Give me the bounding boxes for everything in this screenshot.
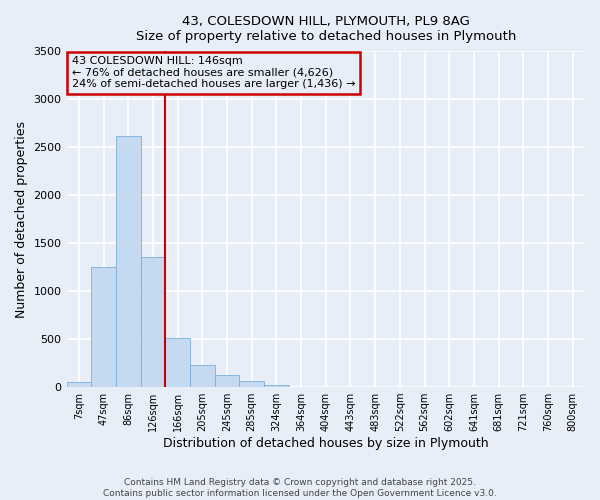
Bar: [91, 267, 116, 387]
Y-axis label: Number of detached properties: Number of detached properties: [15, 120, 28, 318]
Bar: [140, 258, 165, 387]
Text: Contains HM Land Registry data © Crown copyright and database right 2025.
Contai: Contains HM Land Registry data © Crown c…: [103, 478, 497, 498]
Bar: [67, 382, 91, 387]
Bar: [264, 384, 289, 387]
X-axis label: Distribution of detached houses by size in Plymouth: Distribution of detached houses by size …: [163, 437, 488, 450]
Text: 43 COLESDOWN HILL: 146sqm
← 76% of detached houses are smaller (4,626)
24% of se: 43 COLESDOWN HILL: 146sqm ← 76% of detac…: [72, 56, 355, 90]
Bar: [190, 365, 215, 387]
Bar: [165, 338, 190, 387]
Bar: [116, 136, 140, 387]
Title: 43, COLESDOWN HILL, PLYMOUTH, PL9 8AG
Size of property relative to detached hous: 43, COLESDOWN HILL, PLYMOUTH, PL9 8AG Si…: [136, 15, 516, 43]
Bar: [215, 374, 239, 387]
Bar: [239, 382, 264, 387]
